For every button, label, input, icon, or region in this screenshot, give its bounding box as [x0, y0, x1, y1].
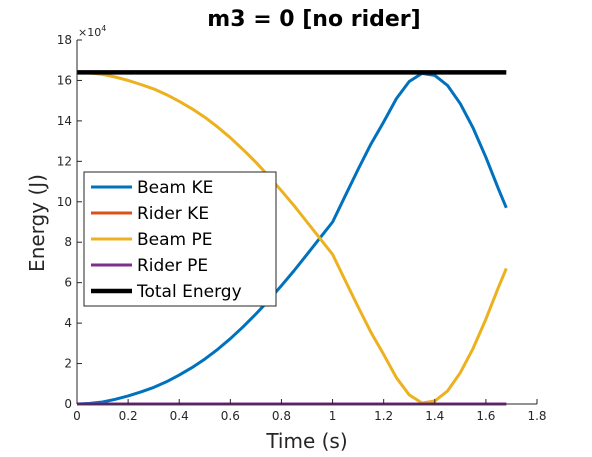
- x-tick-label: 1.6: [476, 409, 495, 423]
- plot-area: 0 0.2 0.4 0.6 0.8 1 1.2 1.4 1.6 1.8 0 2 4 6 8 10 12 14 16 1…: [57, 33, 547, 423]
- x-tick-label: 0.2: [119, 409, 138, 423]
- legend: Beam KE Rider KE Beam PE Rider PE Total Ener…: [83, 171, 277, 307]
- legend-label-4: Rider PE: [137, 256, 208, 276]
- series-line-1: [76, 71, 508, 406]
- y-tick-label: 12: [57, 154, 72, 168]
- y-axis-label: Energy (J): [25, 174, 49, 272]
- chart-title: m3 = 0 [no rider]: [207, 7, 420, 32]
- x-tick-label: 0: [73, 409, 81, 423]
- x-tick-label: 0.4: [170, 409, 189, 423]
- y-tick-label: 18: [57, 33, 72, 47]
- legend-label-2: Rider KE: [137, 204, 209, 224]
- y-tick-label: 0: [64, 397, 72, 411]
- series-line-3: [76, 70, 508, 405]
- y-tick-label: 10: [57, 195, 72, 209]
- x-tick-label: 1.4: [425, 409, 444, 423]
- legend-label-5: Total Energy: [136, 282, 242, 302]
- x-tick-label: 1.8: [527, 409, 546, 423]
- y-tick-label: 2: [64, 357, 72, 371]
- y-tick-label: 14: [57, 114, 72, 128]
- x-tick-label: 0.8: [272, 409, 291, 423]
- x-tick-label: 0.6: [221, 409, 240, 423]
- x-tick-label: 1.2: [374, 409, 393, 423]
- y-exponent-label: ×104: [78, 24, 106, 39]
- x-tick-label: 1: [329, 409, 337, 423]
- legend-label-1: Beam KE: [137, 178, 213, 198]
- x-axis-label: Time (s): [265, 429, 347, 453]
- legend-label-3: Beam PE: [137, 230, 213, 250]
- y-tick-label: 4: [64, 316, 72, 330]
- y-tick-label: 16: [57, 73, 72, 87]
- y-tick-label: 8: [64, 235, 72, 249]
- y-tick-label: 6: [64, 276, 72, 290]
